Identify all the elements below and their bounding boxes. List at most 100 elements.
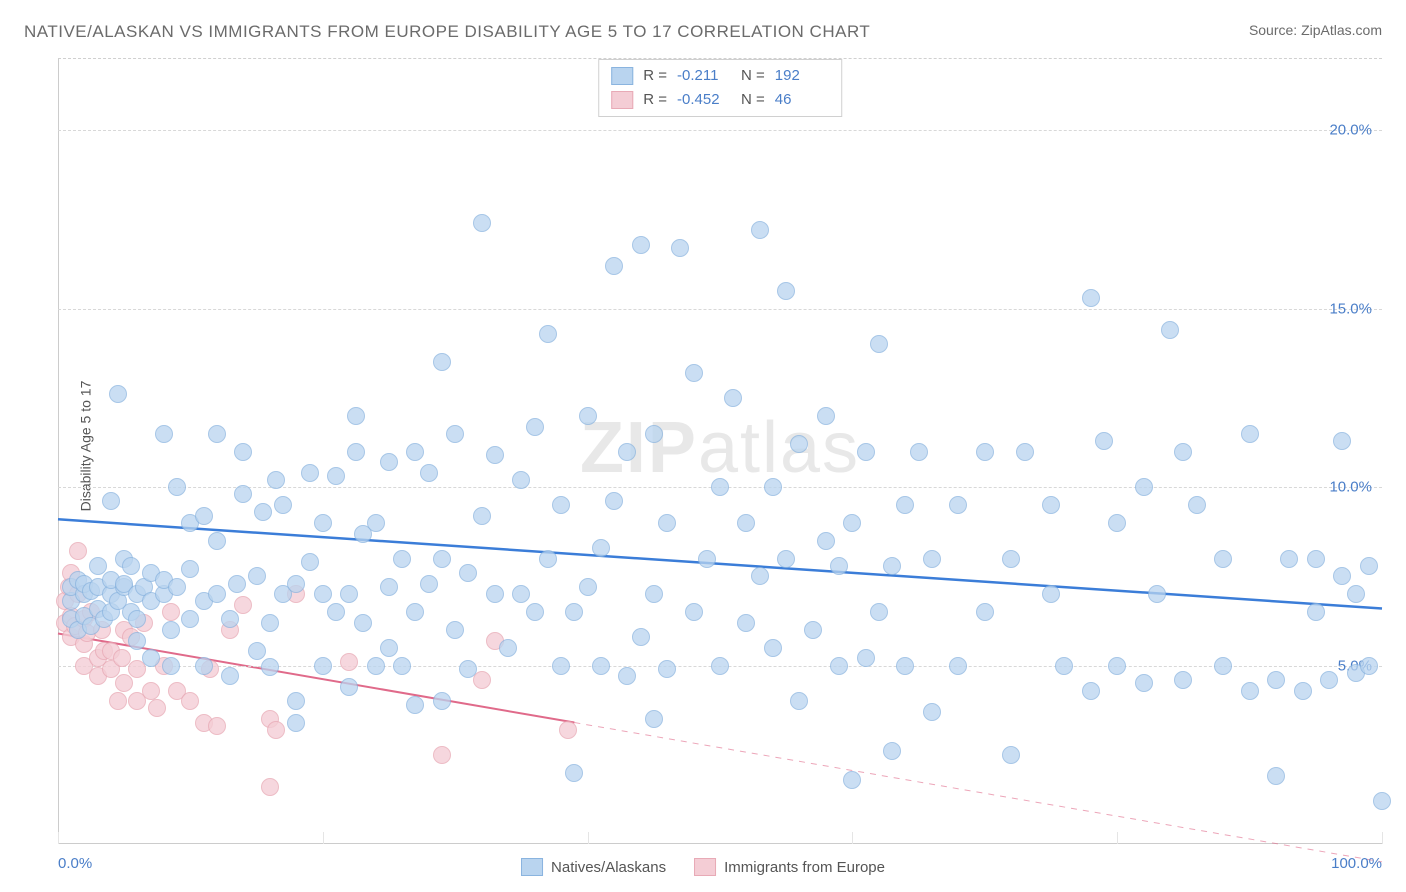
scatter-point (1161, 321, 1179, 339)
scatter-point (870, 335, 888, 353)
scatter-point (618, 667, 636, 685)
scatter-point (830, 657, 848, 675)
scatter-point (287, 692, 305, 710)
scatter-point (148, 699, 166, 717)
stat-n-label: N = (741, 64, 765, 88)
scatter-point (367, 657, 385, 675)
scatter-point (393, 657, 411, 675)
scatter-point (559, 721, 577, 739)
scatter-point (1002, 550, 1020, 568)
scatter-point (565, 603, 583, 621)
stat-r-val-b: -0.452 (677, 88, 731, 112)
scatter-point (1042, 585, 1060, 603)
scatter-point (181, 692, 199, 710)
scatter-point (433, 692, 451, 710)
watermark-bold: ZIP (580, 407, 698, 487)
scatter-point (1082, 289, 1100, 307)
scatter-point (115, 674, 133, 692)
legend-item-b: Immigrants from Europe (694, 858, 885, 876)
scatter-point (539, 325, 557, 343)
scatter-point (234, 443, 252, 461)
plot-area: ZIPatlas R = -0.211 N = 192 R = -0.452 N… (58, 58, 1382, 844)
scatter-point (777, 282, 795, 300)
scatter-point (486, 585, 504, 603)
scatter-point (526, 603, 544, 621)
scatter-point (1214, 550, 1232, 568)
legend-label-b: Immigrants from Europe (724, 859, 885, 876)
scatter-point (592, 539, 610, 557)
scatter-point (565, 764, 583, 782)
scatter-point (949, 657, 967, 675)
scatter-point (109, 692, 127, 710)
scatter-point (1214, 657, 1232, 675)
scatter-point (433, 353, 451, 371)
scatter-point (327, 603, 345, 621)
bottom-legend: Natives/Alaskans Immigrants from Europe (521, 858, 885, 876)
legend-item-a: Natives/Alaskans (521, 858, 666, 876)
scatter-point (340, 653, 358, 671)
scatter-point (406, 696, 424, 714)
scatter-point (208, 425, 226, 443)
scatter-point (1333, 432, 1351, 450)
trendline-solid (58, 519, 1382, 608)
scatter-point (976, 443, 994, 461)
scatter-point (645, 585, 663, 603)
scatter-point (724, 389, 742, 407)
scatter-point (1082, 682, 1100, 700)
scatter-point (155, 425, 173, 443)
scatter-point (122, 557, 140, 575)
scatter-point (162, 657, 180, 675)
scatter-point (1055, 657, 1073, 675)
x-axis-line (58, 843, 1382, 844)
scatter-point (685, 364, 703, 382)
scatter-point (208, 532, 226, 550)
scatter-point (1174, 671, 1192, 689)
scatter-point (618, 443, 636, 461)
scatter-point (347, 443, 365, 461)
scatter-point (671, 239, 689, 257)
scatter-point (870, 603, 888, 621)
scatter-point (406, 603, 424, 621)
scatter-point (113, 649, 131, 667)
scatter-point (248, 567, 266, 585)
scatter-point (1135, 674, 1153, 692)
scatter-point (248, 642, 266, 660)
scatter-point (896, 496, 914, 514)
scatter-point (1002, 746, 1020, 764)
scatter-point (195, 507, 213, 525)
scatter-point (711, 657, 729, 675)
gridline-h (58, 130, 1382, 131)
scatter-point (287, 575, 305, 593)
x-tick-mark (58, 832, 59, 844)
scatter-point (830, 557, 848, 575)
legend-swatch-a (521, 858, 543, 876)
scatter-point (605, 492, 623, 510)
scatter-point (645, 710, 663, 728)
scatter-point (910, 443, 928, 461)
scatter-point (751, 567, 769, 585)
scatter-point (261, 614, 279, 632)
scatter-point (314, 514, 332, 532)
scatter-point (883, 742, 901, 760)
scatter-point (267, 721, 285, 739)
scatter-point (1241, 682, 1259, 700)
scatter-point (221, 667, 239, 685)
scatter-point (1108, 657, 1126, 675)
scatter-point (949, 496, 967, 514)
scatter-point (473, 214, 491, 232)
scatter-point (790, 435, 808, 453)
scatter-point (1108, 514, 1126, 532)
chart-container: { "title": "NATIVE/ALASKAN VS IMMIGRANTS… (0, 0, 1406, 892)
scatter-point (1347, 585, 1365, 603)
scatter-point (1148, 585, 1166, 603)
scatter-point (234, 485, 252, 503)
scatter-point (446, 621, 464, 639)
y-axis-line (58, 59, 59, 844)
scatter-point (632, 236, 650, 254)
trendline-dashed (574, 723, 1382, 862)
scatter-point (539, 550, 557, 568)
scatter-point (1360, 657, 1378, 675)
scatter-point (420, 575, 438, 593)
scatter-point (168, 578, 186, 596)
scatter-point (301, 553, 319, 571)
